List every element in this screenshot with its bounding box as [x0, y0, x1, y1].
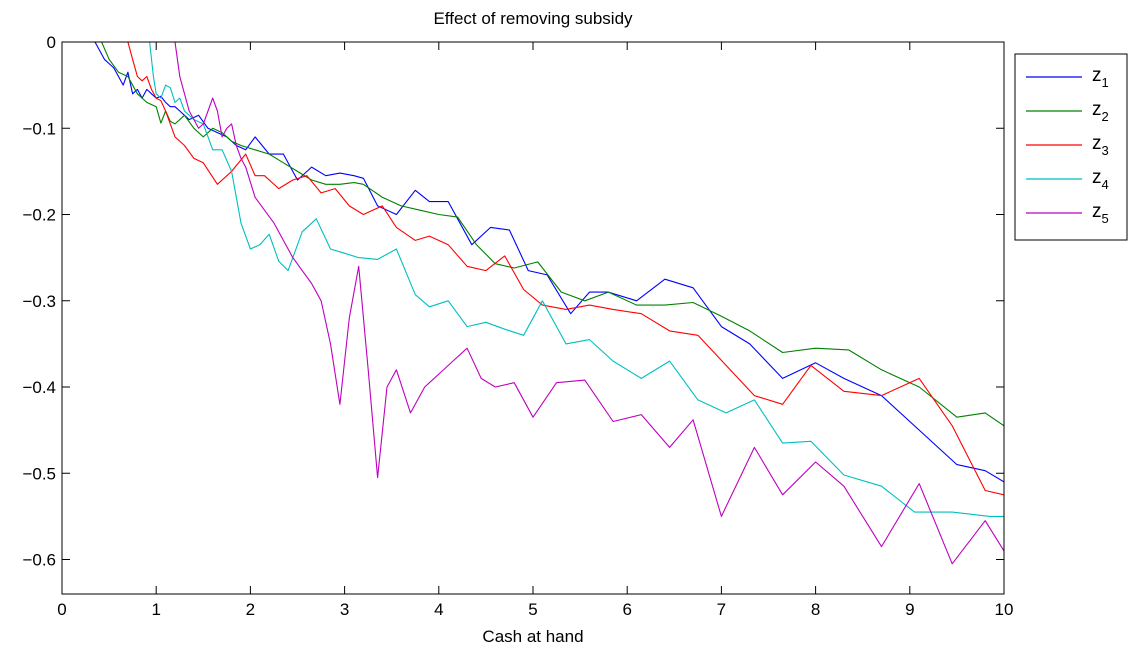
legend-label-z5: z5	[1092, 201, 1109, 226]
y-tick-label: −0.1	[22, 119, 56, 138]
legend-label-z1: z1	[1092, 65, 1109, 90]
x-axis-label: Cash at hand	[482, 627, 583, 646]
x-tick-label: 7	[717, 600, 726, 619]
x-tick-label: 3	[340, 600, 349, 619]
x-tick-label: 8	[811, 600, 820, 619]
x-tick-label: 4	[434, 600, 443, 619]
series-line-z4	[149, 42, 1004, 517]
y-tick-label: 0	[47, 33, 56, 52]
x-tick-label: 9	[905, 600, 914, 619]
series-line-z2	[101, 42, 1004, 427]
legend-label-z3: z3	[1092, 133, 1109, 158]
y-tick-label: −0.4	[22, 378, 56, 397]
x-tick-label: 0	[57, 600, 66, 619]
x-tick-label: 6	[622, 600, 631, 619]
legend: z1 z2 z3 z4 z5	[1014, 53, 1128, 241]
series-line-z1	[94, 42, 1004, 483]
legend-label-z2: z2	[1092, 99, 1109, 124]
x-tick-label: 10	[995, 600, 1014, 619]
legend-items: z1 z2 z3 z4 z5	[1026, 65, 1109, 226]
x-tick-label: 2	[246, 600, 255, 619]
chart-title: Effect of removing subsidy	[433, 9, 633, 28]
legend-label-z4: z4	[1092, 167, 1109, 192]
x-tick-label: 5	[528, 600, 537, 619]
plot-area: 0 1 2 3 4 5 6 7 8 9 10 0 −0.1 −0.2 −0.3 −0.4 −0.5 −0.6	[22, 33, 1013, 619]
y-tick-label: −0.5	[22, 464, 56, 483]
y-tick-label: −0.6	[22, 551, 56, 570]
x-axis: 0 1 2 3 4 5 6 7 8 9 10	[57, 42, 1013, 619]
y-tick-label: −0.2	[22, 206, 56, 225]
legend-box	[1014, 53, 1128, 241]
series-layer	[94, 42, 1004, 565]
series-line-z5	[174, 42, 1004, 565]
series-line-z3	[127, 42, 1004, 496]
x-tick-label: 1	[151, 600, 160, 619]
y-tick-label: −0.3	[22, 292, 56, 311]
y-axis: 0 −0.1 −0.2 −0.3 −0.4 −0.5 −0.6	[22, 33, 1004, 570]
